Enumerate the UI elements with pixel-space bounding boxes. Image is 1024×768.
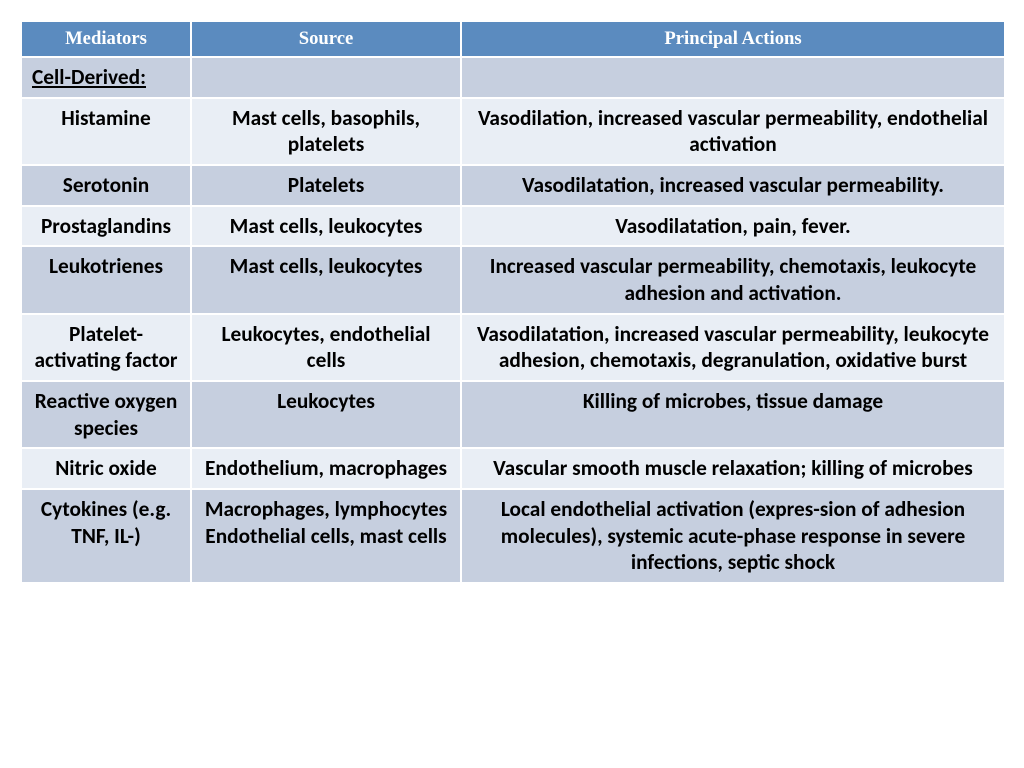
cell-mediator: Leukotrienes [21, 246, 191, 313]
col-header-source: Source [191, 21, 461, 57]
cell-actions: Vasodilatation, pain, fever. [461, 206, 1005, 247]
col-header-actions: Principal Actions [461, 21, 1005, 57]
cell-actions: Vasodilation, increased vascular permeab… [461, 98, 1005, 165]
table-row: Nitric oxideEndothelium, macrophagesVasc… [21, 448, 1005, 489]
cell-mediator: Platelet-activating factor [21, 314, 191, 381]
cell-source: Mast cells, leukocytes [191, 206, 461, 247]
cell-mediator: Nitric oxide [21, 448, 191, 489]
cell-mediator: Histamine [21, 98, 191, 165]
cell-source: Leukocytes, endothelial cells [191, 314, 461, 381]
cell-mediator: Cytokines (e.g. TNF, IL-) [21, 489, 191, 583]
table-row: LeukotrienesMast cells, leukocytesIncrea… [21, 246, 1005, 313]
table-row: Cytokines (e.g. TNF, IL-)Macrophages, ly… [21, 489, 1005, 583]
cell-mediator: Reactive oxygen species [21, 381, 191, 448]
cell-actions: Local endothelial activation (expres-sio… [461, 489, 1005, 583]
section-empty [461, 57, 1005, 98]
cell-source: Mast cells, basophils, platelets [191, 98, 461, 165]
cell-source: Platelets [191, 165, 461, 206]
cell-source: Leukocytes [191, 381, 461, 448]
cell-actions: Vasodilatation, increased vascular perme… [461, 314, 1005, 381]
table-row: SerotoninPlateletsVasodilatation, increa… [21, 165, 1005, 206]
cell-actions: Killing of microbes, tissue damage [461, 381, 1005, 448]
cell-source: Mast cells, leukocytes [191, 246, 461, 313]
cell-actions: Vascular smooth muscle relaxation; killi… [461, 448, 1005, 489]
cell-source: Endothelium, macrophages [191, 448, 461, 489]
table-row: Reactive oxygen speciesLeukocytesKilling… [21, 381, 1005, 448]
mediators-table: Mediators Source Principal Actions Cell-… [20, 20, 1006, 584]
col-header-mediators: Mediators [21, 21, 191, 57]
section-row: Cell-Derived: [21, 57, 1005, 98]
table-body: Cell-Derived: HistamineMast cells, basop… [21, 57, 1005, 583]
table-row: ProstaglandinsMast cells, leukocytesVaso… [21, 206, 1005, 247]
table-row: Platelet-activating factorLeukocytes, en… [21, 314, 1005, 381]
section-empty [191, 57, 461, 98]
table-row: HistamineMast cells, basophils, platelet… [21, 98, 1005, 165]
cell-source: Macrophages, lymphocytes Endothelial cel… [191, 489, 461, 583]
header-row: Mediators Source Principal Actions [21, 21, 1005, 57]
cell-mediator: Serotonin [21, 165, 191, 206]
cell-actions: Vasodilatation, increased vascular perme… [461, 165, 1005, 206]
cell-mediator: Prostaglandins [21, 206, 191, 247]
section-label: Cell-Derived: [21, 57, 191, 98]
cell-actions: Increased vascular permeability, chemota… [461, 246, 1005, 313]
